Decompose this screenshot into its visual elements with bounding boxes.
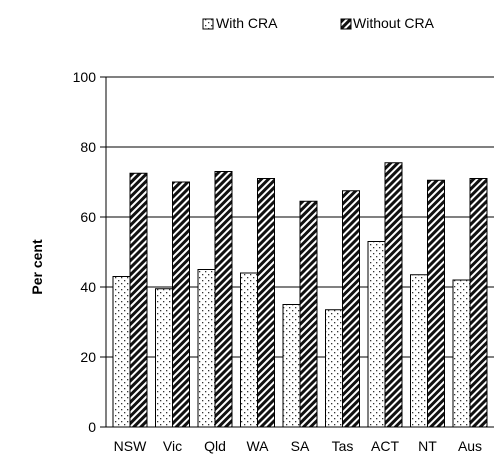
y-tick-label: 80	[80, 139, 96, 155]
bar-with-cra-wa	[240, 272, 258, 428]
legend-label-with-cra: With CRA	[216, 15, 278, 31]
legend-swatch-with-cra	[202, 18, 214, 30]
bar-without-cra-sa	[299, 200, 318, 428]
bar-without-cra-act	[384, 162, 403, 428]
x-tick-label: SA	[291, 438, 310, 454]
legend-label-without-cra: Without CRA	[353, 15, 435, 31]
bar-with-cra-sa	[282, 304, 301, 428]
legend: With CRA Without CRA	[202, 15, 435, 31]
bar-with-cra-vic	[155, 288, 173, 428]
bar-with-cra-aus	[452, 279, 471, 428]
y-tick-label: 0	[88, 419, 96, 435]
x-tick-label: NSW	[114, 438, 147, 454]
bar-with-cra-tas	[325, 309, 343, 428]
bar-without-cra-qld	[214, 171, 233, 428]
legend-swatch-without-cra	[340, 18, 352, 30]
bar-with-cra-qld	[197, 269, 216, 428]
bar-with-cra-nt	[410, 274, 428, 428]
x-tick-label: Qld	[204, 438, 226, 454]
y-tick-label: 40	[80, 279, 96, 295]
x-tick-label: ACT	[371, 438, 399, 454]
y-tick-label: 60	[80, 209, 96, 225]
x-axis-labels: NSW Vic Qld WA SA Tas ACT NT Aus	[114, 438, 482, 454]
bar-without-cra-wa	[257, 178, 275, 428]
y-axis-title: Per cent	[29, 239, 45, 295]
x-tick-label: Vic	[163, 438, 182, 454]
bar-without-cra-tas	[342, 190, 360, 428]
bar-with-cra-act	[367, 241, 386, 428]
bar-with-cra-nsw	[112, 276, 131, 428]
x-tick-label: Aus	[458, 438, 482, 454]
bar-without-cra-vic	[172, 181, 190, 428]
x-tick-label: WA	[246, 438, 269, 454]
bar-without-cra-nsw	[129, 172, 148, 428]
x-tick-label: NT	[418, 438, 437, 454]
bars	[112, 162, 488, 428]
bar-without-cra-nt	[427, 179, 445, 428]
bar-without-cra-aus	[469, 178, 488, 428]
y-tick-label: 100	[73, 69, 97, 85]
x-tick-label: Tas	[332, 438, 354, 454]
y-tick-label: 20	[80, 349, 96, 365]
